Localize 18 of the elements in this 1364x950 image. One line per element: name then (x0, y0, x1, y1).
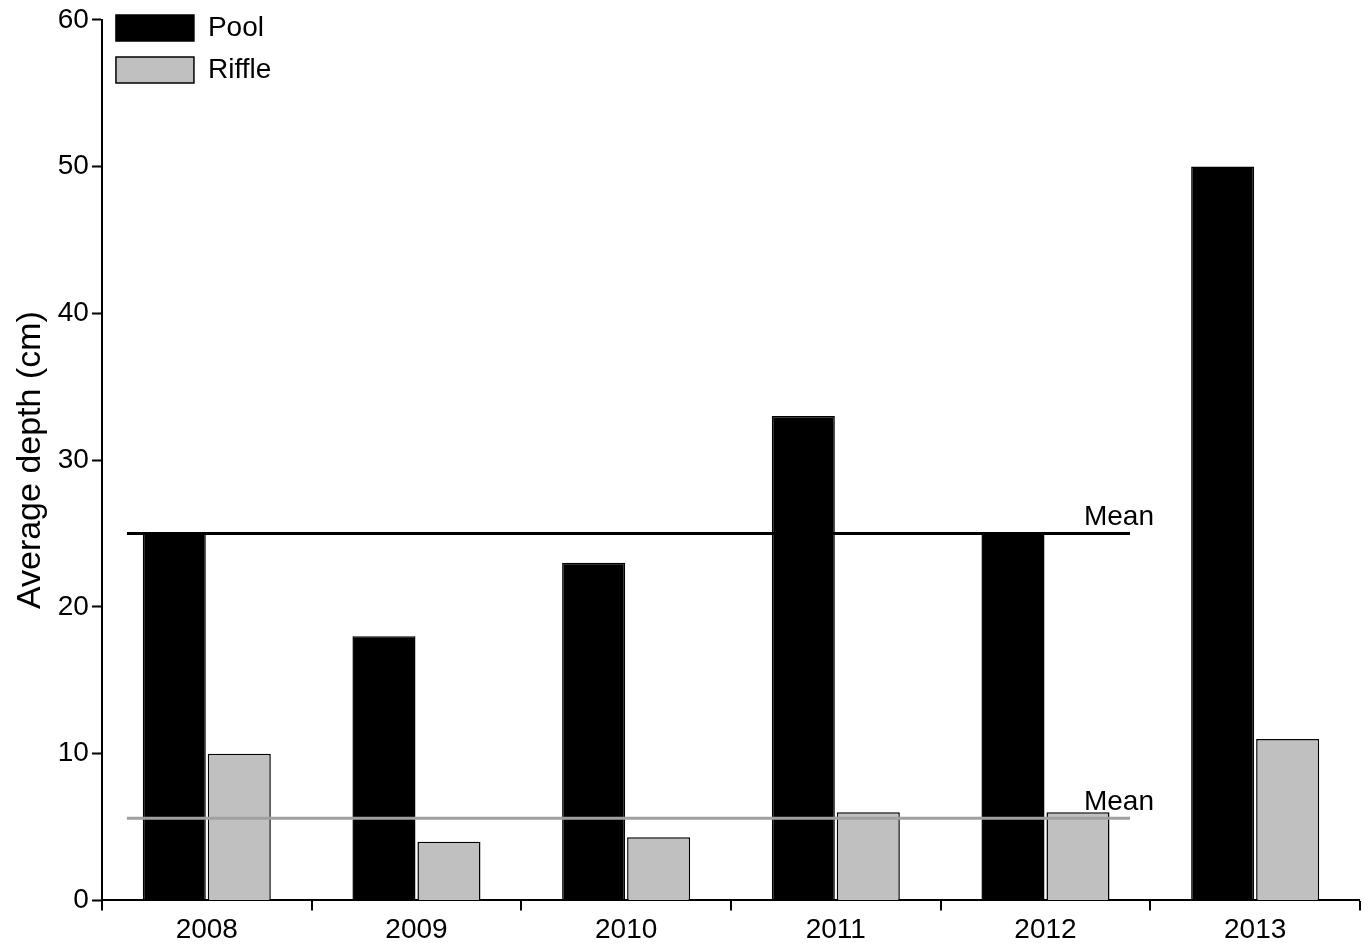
y-tick-label: 40 (57, 296, 89, 328)
legend-label: Riffle (207, 52, 272, 84)
x-tick-label: 2010 (594, 912, 658, 944)
x-tick-label: 2008 (175, 912, 238, 944)
y-tick-label: 20 (57, 589, 89, 621)
ref-line-label: Mean (1083, 500, 1154, 532)
y-tick-label: 30 (57, 442, 89, 474)
legend-label: Pool (207, 10, 264, 42)
y-tick-label: 60 (57, 2, 89, 34)
ref-line-label: Mean (1083, 784, 1154, 816)
y-axis-title: Average depth (cm) (8, 311, 47, 610)
x-tick-label: 2011 (805, 912, 866, 944)
y-tick-label: 0 (73, 883, 89, 915)
x-tick-label: 2012 (1014, 912, 1077, 944)
x-tick-label: 2013 (1224, 912, 1287, 944)
x-tick-label: 2009 (385, 912, 448, 944)
y-tick-label: 10 (57, 736, 89, 768)
y-tick-label: 50 (57, 149, 89, 181)
